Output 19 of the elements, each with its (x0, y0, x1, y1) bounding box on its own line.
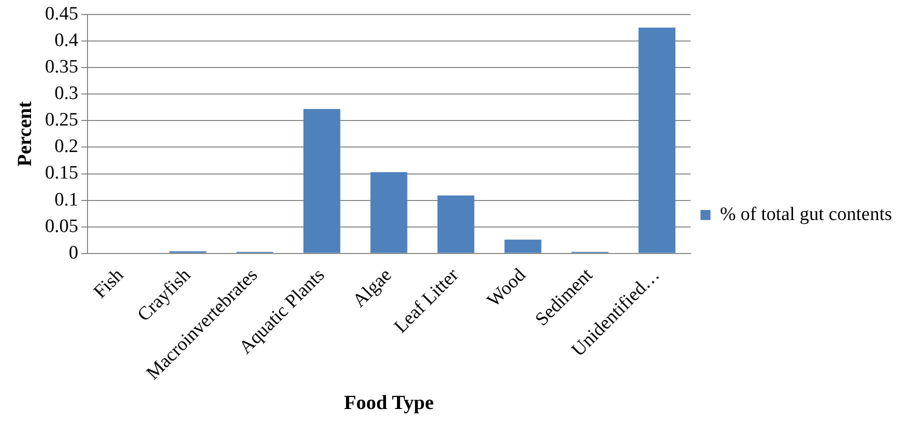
bar (504, 240, 542, 253)
y-tick-label: 0.35 (45, 56, 78, 78)
y-tick-label: 0.4 (54, 30, 79, 51)
y-tick-label: 0.05 (45, 216, 78, 237)
y-tick-label: 0.2 (54, 136, 78, 158)
x-axis-title: Food Type (344, 392, 434, 414)
y-tick-label: 0 (68, 242, 78, 264)
y-tick-label: 0.25 (45, 110, 78, 131)
bar (303, 108, 340, 253)
bar (437, 196, 474, 253)
bar (638, 28, 676, 253)
y-tick-label: 0.3 (54, 83, 78, 104)
bar (370, 172, 408, 253)
y-tick-label: 0.1 (54, 189, 78, 210)
legend-label: % of total gut contents (720, 204, 892, 225)
x-tick-label: Fish (90, 264, 128, 303)
y-axis-title: Percent (14, 101, 36, 166)
y-tick-label: 0.45 (45, 3, 78, 24)
y-tick-label: 0.15 (45, 162, 78, 184)
